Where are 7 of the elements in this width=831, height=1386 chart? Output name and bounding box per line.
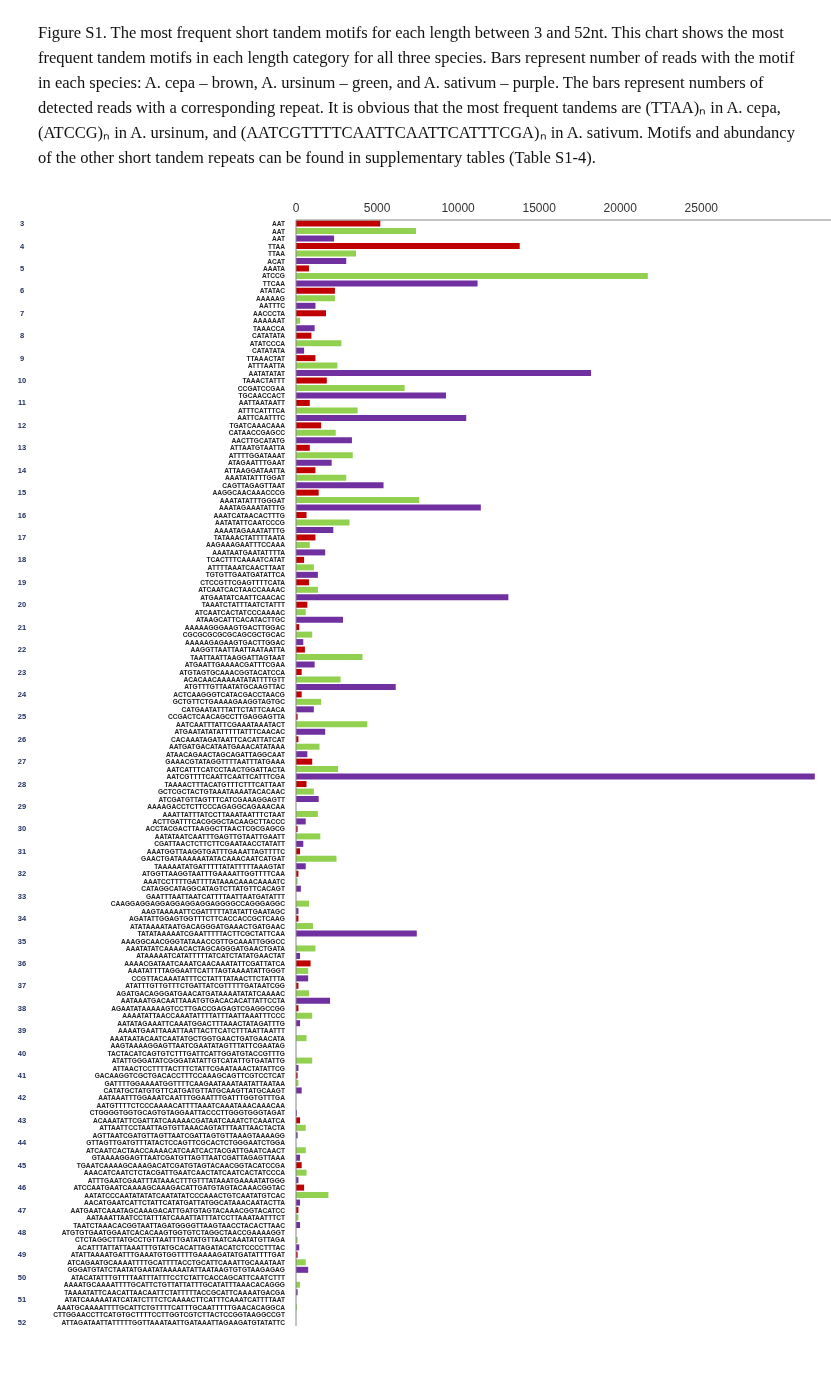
x-tick-label: 25000 xyxy=(684,201,719,215)
x-tick-label: 5000 xyxy=(363,201,391,215)
x-tick-label: 0 xyxy=(292,201,300,215)
x-tick-label: 20000 xyxy=(603,201,638,215)
x-tick-label: 10000 xyxy=(441,201,476,215)
x-tick-label: 15000 xyxy=(522,201,557,215)
chart-title: Figure S1. The most frequent short tandem motifs for each length between 3 and 52nt. This chart shows the most frequent tandem motifs in each length category for all three species. Bars represent number of reads with the motif in each species: A. cepa – brown, A. ursinum – green, and A. sativum – purple. The bars represent numbers of detected reads with a corresponding repeat. It is obvious that the most frequent tandems are (TTAA)ₙ in A. cepa, (ATCCG)ₙ in A. ursinum, and (AATCGTTTTCAATTCAATTCATTTCGA)ₙ in A. sativum. Motifs and abundancy of the other short tandem repeats can be found in supplementary tables (Table S1-4). xyxy=(37,22,796,169)
